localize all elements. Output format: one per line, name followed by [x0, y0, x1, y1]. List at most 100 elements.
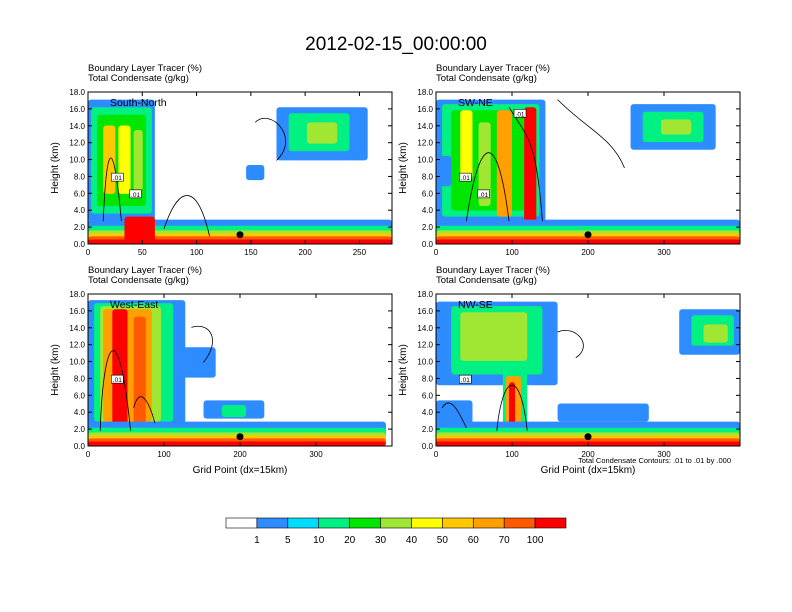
panel-subtitle: Boundary Layer Tracer (%)	[88, 63, 202, 74]
colorbar-label: 50	[437, 535, 449, 546]
x-tick-label: 100	[505, 450, 519, 459]
contour-line	[557, 99, 625, 169]
x-tick-label: 0	[434, 248, 439, 257]
y-tick-label: 2.0	[422, 223, 434, 232]
y-tick-label: 6.0	[74, 189, 86, 198]
colorbar-swatch	[287, 517, 320, 529]
y-tick-label: 2.0	[74, 425, 86, 434]
y-tick-label: 18.0	[417, 290, 433, 299]
x-tick-label: 100	[505, 248, 519, 257]
contour-label-box	[513, 109, 527, 118]
contour-line	[466, 152, 510, 222]
contour-line	[133, 396, 156, 424]
field-cell	[179, 347, 216, 378]
contour-lines	[102, 117, 286, 237]
contour-line	[557, 330, 584, 359]
field-cell	[478, 122, 491, 206]
colorbar-swatch	[225, 517, 258, 529]
field-cell	[508, 382, 516, 428]
field-cell	[133, 130, 143, 191]
panel-subtitle: Boundary Layer Tracer (%)	[88, 265, 202, 276]
y-tick-label: 14.0	[69, 324, 85, 333]
colorbar-label: 70	[499, 535, 511, 546]
colorbar-swatch	[380, 517, 412, 529]
x-tick-label: 0	[86, 450, 91, 459]
contour-label: .01	[461, 377, 470, 384]
panel-1: Boundary Layer Tracer (%)Total Condensat…	[50, 63, 393, 257]
colorbar-swatch	[349, 517, 381, 529]
panel-subtitle: Total Condensate (g/kg)	[88, 73, 189, 84]
field-cell	[703, 324, 728, 343]
contour-line	[496, 384, 528, 431]
y-tick-label: 6.0	[422, 189, 434, 198]
y-axis-label: Height (km)	[398, 344, 409, 396]
contour-label: .01	[516, 111, 525, 118]
panel-label: NW-SE	[458, 299, 493, 311]
contour-label-box	[129, 189, 142, 199]
y-tick-label: 12.0	[69, 139, 85, 148]
contour-label-box	[111, 172, 124, 182]
x-tick-label: 200	[581, 248, 595, 257]
contour-label: .01	[113, 175, 122, 182]
field-cell	[436, 155, 452, 187]
field-cell	[460, 110, 473, 179]
y-tick-label: 18.0	[69, 88, 85, 97]
panel-3: Boundary Layer Tracer (%)Total Condensat…	[50, 265, 393, 476]
colorbar-swatch	[256, 517, 289, 529]
colorbar-label: 100	[527, 535, 544, 546]
y-tick-label: 16.0	[69, 307, 85, 316]
y-tick-label: 4.0	[422, 206, 434, 215]
panel-subtitle: Total Condensate (g/kg)	[436, 275, 537, 286]
contour-label: .01	[131, 192, 140, 199]
panel-subtitle: Total Condensate (g/kg)	[436, 73, 537, 84]
y-tick-label: 2.0	[422, 425, 434, 434]
y-tick-label: 16.0	[69, 105, 85, 114]
y-tick-label: 12.0	[417, 341, 433, 350]
location-marker	[584, 231, 592, 239]
panel-label: West-East	[110, 299, 158, 311]
field-cell	[524, 107, 537, 222]
colorbar-swatch	[472, 517, 505, 529]
contour-line	[163, 195, 210, 237]
field-cell	[460, 312, 528, 361]
contour-label-box	[459, 172, 472, 182]
colorbar-label: 40	[406, 535, 418, 546]
location-marker	[584, 433, 592, 441]
field-cell	[246, 164, 265, 181]
y-tick-label: 18.0	[69, 290, 85, 299]
contour-line	[191, 325, 213, 363]
x-axis-label: Grid Point (dx=15km)	[541, 465, 636, 476]
x-tick-label: 300	[309, 450, 323, 459]
panel-field	[436, 99, 740, 244]
y-tick-label: 10.0	[417, 358, 433, 367]
field-cell	[118, 125, 131, 194]
y-tick-label: 18.0	[417, 88, 433, 97]
contour-label-box	[459, 374, 472, 384]
y-tick-label: 2.0	[74, 223, 86, 232]
field-cell	[112, 309, 128, 431]
y-axis-label: Height (km)	[50, 142, 61, 194]
panel-frame	[87, 91, 393, 245]
y-tick-label: 4.0	[74, 206, 86, 215]
y-tick-label: 14.0	[417, 324, 433, 333]
panel-field	[88, 300, 386, 446]
x-tick-label: 200	[581, 450, 595, 459]
x-tick-label: 100	[190, 248, 204, 257]
y-tick-label: 4.0	[422, 408, 434, 417]
panel-label: SW-NE	[458, 97, 493, 109]
colorbar-swatch	[318, 517, 350, 529]
field-cell	[88, 441, 386, 446]
y-tick-label: 8.0	[422, 374, 434, 383]
x-tick-label: 0	[86, 248, 91, 257]
y-axis-label: Height (km)	[398, 142, 409, 194]
contour-lines	[441, 330, 584, 431]
contour-label: .01	[479, 192, 488, 199]
panel-field	[436, 301, 740, 446]
x-tick-label: 0	[434, 450, 439, 459]
panel-4: Boundary Layer Tracer (%)Total Condensat…	[398, 265, 741, 476]
field-cell	[660, 119, 692, 135]
contour-line	[102, 157, 122, 222]
panel-subtitle: Boundary Layer Tracer (%)	[436, 265, 550, 276]
contour-label-box	[111, 374, 124, 384]
colorbar-swatch	[503, 517, 536, 529]
